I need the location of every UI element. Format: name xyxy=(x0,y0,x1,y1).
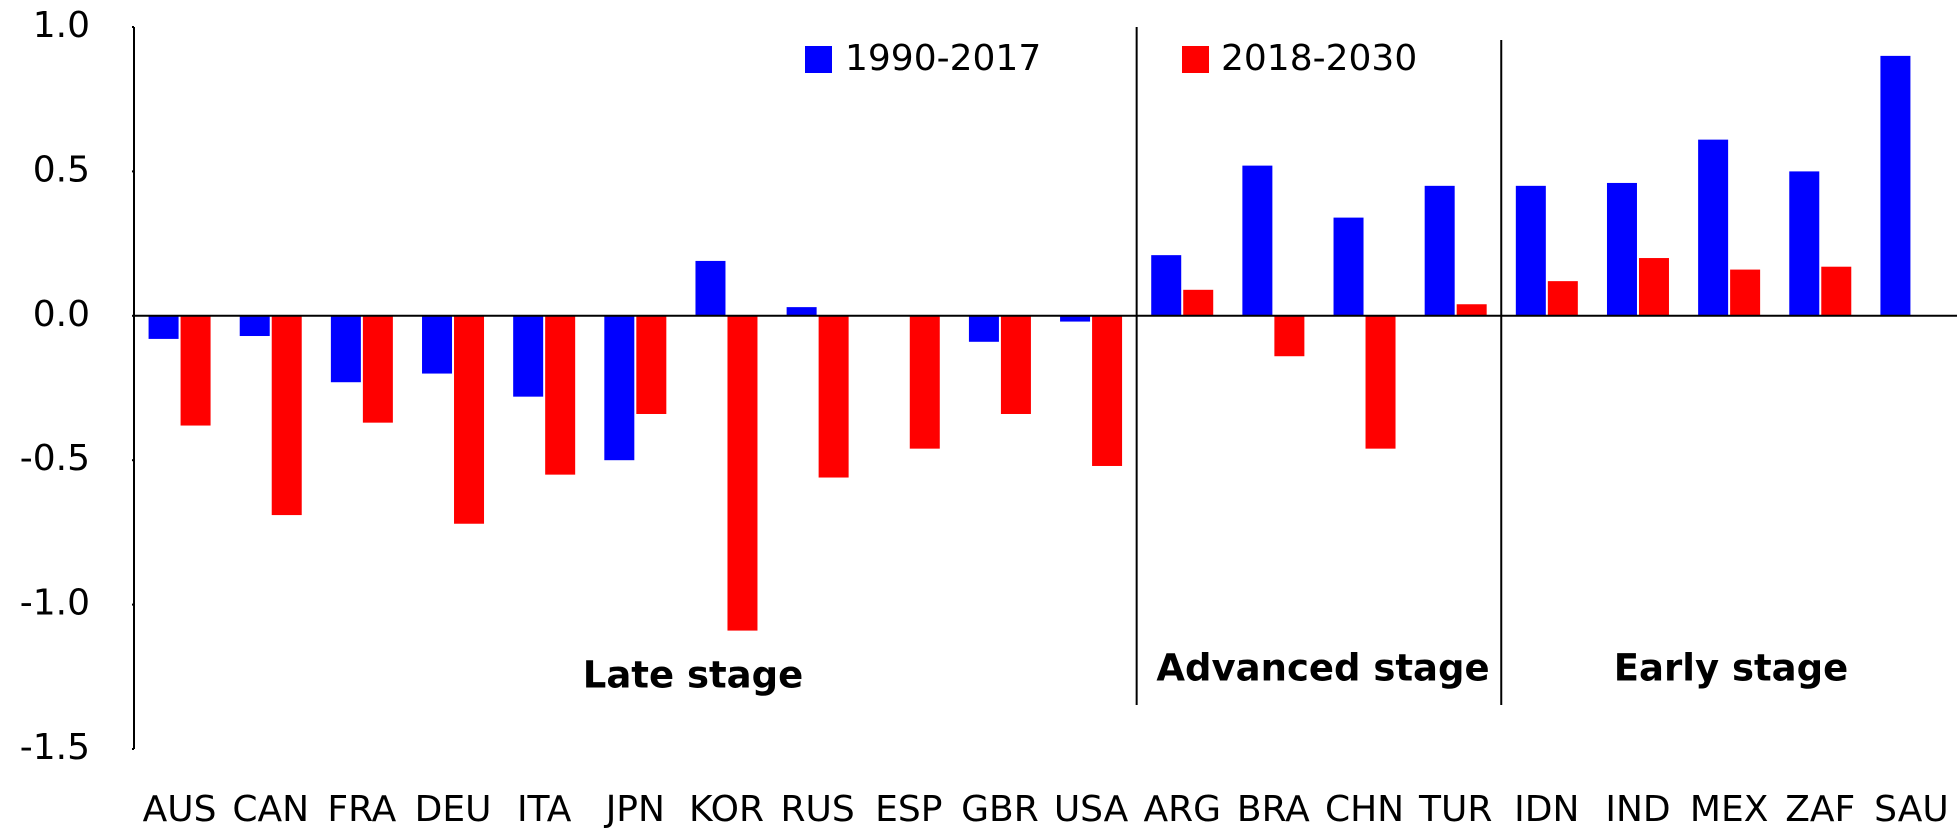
bar xyxy=(1183,289,1214,316)
bar xyxy=(1274,315,1305,357)
bar xyxy=(1000,315,1031,414)
bar xyxy=(1547,281,1578,316)
bar xyxy=(239,315,270,337)
bar xyxy=(604,315,635,461)
y-tick-label: -1.0 xyxy=(20,583,90,624)
x-tick-label: TUR xyxy=(1418,789,1492,829)
x-tick-label: ITA xyxy=(517,789,572,829)
x-tick-label: DEU xyxy=(415,789,492,829)
bar xyxy=(1151,255,1182,316)
x-tick-label: BRA xyxy=(1237,789,1310,829)
bar xyxy=(1638,258,1669,316)
x-tick-label: RUS xyxy=(781,789,855,829)
bar xyxy=(1092,315,1123,466)
bar xyxy=(1333,217,1364,316)
y-tick-label: -0.5 xyxy=(20,438,90,479)
x-tick-label: AUS xyxy=(143,789,217,829)
x-tick-label: USA xyxy=(1054,789,1129,829)
x-tick-label: IDN xyxy=(1514,789,1579,829)
bar xyxy=(513,315,544,397)
annotation: Late stage xyxy=(583,654,803,697)
bar xyxy=(818,315,849,478)
legend-swatch xyxy=(805,46,832,73)
bar xyxy=(1242,165,1273,316)
bar xyxy=(1821,266,1852,316)
bar xyxy=(636,315,667,414)
x-tick-label: KOR xyxy=(689,789,764,829)
bar xyxy=(1424,185,1455,316)
bar xyxy=(727,315,758,631)
y-tick-label: -1.5 xyxy=(20,727,90,768)
annotation: Advanced stage xyxy=(1156,647,1489,690)
x-tick-label: CHN xyxy=(1325,789,1404,829)
bar xyxy=(362,315,393,423)
annotation: Early stage xyxy=(1614,647,1848,690)
x-tick-label: ZAF xyxy=(1785,789,1855,829)
bar xyxy=(180,315,211,426)
y-tick-label: 0.0 xyxy=(33,294,90,335)
bar xyxy=(1880,55,1911,316)
legend-label: 2018-2030 xyxy=(1221,38,1417,79)
y-tick-label: 1.0 xyxy=(33,5,90,46)
bar xyxy=(1456,304,1487,316)
bar xyxy=(1698,139,1729,316)
x-tick-label: SAU xyxy=(1874,789,1949,829)
bar xyxy=(271,315,302,516)
x-tick-label: FRA xyxy=(327,789,396,829)
bar xyxy=(695,260,726,316)
bar xyxy=(1515,185,1546,316)
bar xyxy=(1606,182,1637,316)
bar xyxy=(545,315,576,475)
legend-swatch xyxy=(1182,46,1209,73)
bar xyxy=(1365,315,1396,449)
bar xyxy=(909,315,940,449)
x-tick-label: GBR xyxy=(961,789,1039,829)
x-tick-label: ARG xyxy=(1143,789,1221,829)
bar xyxy=(786,307,817,316)
x-tick-label: CAN xyxy=(232,789,309,829)
x-tick-label: MEX xyxy=(1690,789,1768,829)
x-tick-label: ESP xyxy=(875,789,942,829)
bar xyxy=(1730,269,1761,316)
legend-label: 1990-2017 xyxy=(845,38,1041,79)
bar xyxy=(1789,171,1820,316)
bar xyxy=(1060,315,1091,322)
bar xyxy=(454,315,485,524)
bar xyxy=(422,315,453,374)
x-tick-label: IND xyxy=(1605,789,1670,829)
y-tick-label: 0.5 xyxy=(33,149,90,190)
bar xyxy=(330,315,361,383)
bar xyxy=(148,315,179,339)
x-tick-label: JPN xyxy=(604,789,665,829)
bar xyxy=(968,315,999,342)
